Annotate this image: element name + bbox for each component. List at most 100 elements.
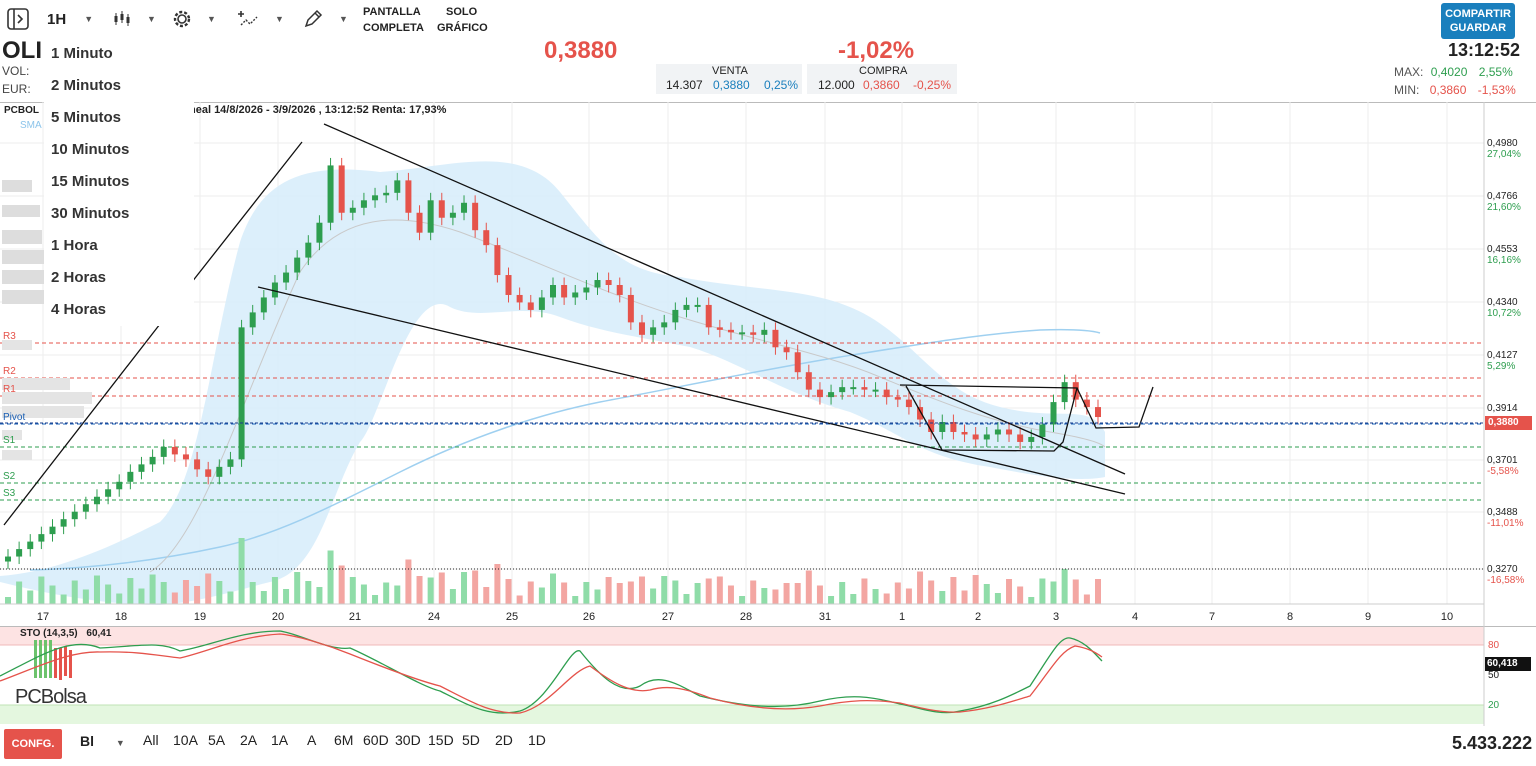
range-button[interactable]: 1A <box>271 732 289 748</box>
x-axis-label: 7 <box>1209 611 1215 623</box>
wedge-upper-line[interactable] <box>323 123 1126 475</box>
settings-dropdown[interactable]: ▼ <box>171 6 216 32</box>
volume-bar <box>917 571 924 604</box>
chart-style-dropdown[interactable]: Bl ▼ <box>80 733 125 749</box>
timeframe-option[interactable]: 1 Minuto <box>51 45 113 62</box>
candle-body <box>672 309 679 323</box>
range-button[interactable]: 6M <box>334 732 354 748</box>
indicators-dropdown[interactable]: ▼ <box>237 6 284 32</box>
range-button[interactable]: 15D <box>428 732 454 748</box>
percent-tick: 21,60% <box>1487 202 1521 213</box>
timeframe-menu: 1 Minuto 2 Minutos 5 Minutos 10 Minutos 15 M… <box>44 38 194 326</box>
stoch-level-20: 20 <box>1488 700 1500 711</box>
wedge-lower-line[interactable] <box>257 286 1126 495</box>
timeframe-option[interactable]: 30 Minutos <box>51 205 130 222</box>
chart-type-dropdown[interactable]: ▼ <box>113 6 156 32</box>
candle-body <box>5 556 11 562</box>
clock: 13:12:52 <box>1448 40 1521 60</box>
volume-bar <box>861 578 868 604</box>
range-button[interactable]: 30D <box>395 732 421 748</box>
volume-bar <box>93 575 100 604</box>
timeframe-option[interactable]: 10 Minutos <box>51 141 130 158</box>
candle-body <box>583 287 590 293</box>
band-mid-line <box>149 219 1106 573</box>
projection-line[interactable] <box>1076 386 1154 429</box>
range-button[interactable]: A <box>307 732 317 748</box>
fullscreen-button[interactable]: PANTALLA COMPLETA <box>363 5 424 35</box>
max-label: MAX: <box>1394 65 1424 79</box>
timeframe-option[interactable]: 5 Minutos <box>51 109 121 126</box>
volume-bar <box>461 572 468 604</box>
candle-body <box>794 352 801 373</box>
volume-bar <box>505 579 512 604</box>
candle-body <box>283 272 290 283</box>
volume-bar <box>794 583 801 604</box>
timeframe-option[interactable]: 15 Minutos <box>51 173 130 190</box>
candle-body <box>861 387 868 390</box>
volume-bar <box>60 594 67 604</box>
timeframe-dropdown[interactable]: 1H ▼ <box>47 6 93 32</box>
pivot-label: R2 <box>3 366 16 377</box>
timeframe-option[interactable]: 4 Horas <box>51 301 107 318</box>
price-tick: 0,3488 <box>1487 507 1518 518</box>
candle-body <box>683 304 690 310</box>
range-button[interactable]: 2A <box>240 732 258 748</box>
candle-body <box>1017 434 1024 442</box>
volume-bar <box>27 590 34 604</box>
volume-bar <box>338 565 345 604</box>
range-button[interactable]: All <box>143 732 159 748</box>
percent-tick: -5,58% <box>1487 466 1519 477</box>
candle-body <box>928 419 935 432</box>
candle-body <box>349 207 356 213</box>
candles-icon <box>114 11 130 26</box>
chart-only-button[interactable]: SOLO GRÁFICO <box>437 5 488 35</box>
trendline-rise-1[interactable] <box>3 323 161 526</box>
volume-bar <box>694 583 701 604</box>
volume-bar <box>283 589 290 604</box>
stochastic-chart[interactable]: 80 50 20 <box>0 626 1536 726</box>
trendline-rise-2[interactable] <box>187 141 303 288</box>
volume-bar <box>305 581 312 604</box>
range-button[interactable]: 5A <box>208 732 226 748</box>
price-chart[interactable]: 17 18 19 20 21 24 25 26 27 28 31 1 2 3 4 7 8 9 10 <box>0 102 1536 626</box>
sell-box: VENTA 14.307 0,3880 0,25% <box>656 64 802 94</box>
candle-body <box>416 212 423 233</box>
candle-body <box>260 297 267 313</box>
volume-bar <box>527 581 534 604</box>
candle-body <box>594 280 601 288</box>
range-button[interactable]: 60D <box>363 732 389 748</box>
candle-body <box>116 481 123 490</box>
range-button[interactable]: 1D <box>528 732 546 748</box>
sidebar-toggle-button[interactable] <box>6 6 30 32</box>
config-button[interactable]: CONFG. <box>4 729 62 759</box>
max-row: MAX: 0,4020 2,55% <box>1394 65 1513 79</box>
candle-body <box>1095 407 1101 418</box>
timeframe-option[interactable]: 2 Horas <box>51 269 107 286</box>
candle-body <box>561 285 568 298</box>
rectangle-pattern[interactable] <box>899 384 1078 452</box>
trend-lines[interactable] <box>3 123 1154 526</box>
candle-body <box>171 446 178 455</box>
volume-bar <box>850 594 857 604</box>
buy-box: COMPRA 12.000 0,3860 -0,25% <box>807 64 957 94</box>
x-axis-label: 1 <box>899 611 905 623</box>
chevron-down-icon: ▼ <box>339 14 348 24</box>
candle-body <box>483 230 490 246</box>
range-button[interactable]: 5D <box>462 732 480 748</box>
share-save-button[interactable]: COMPARTIR GUARDAR <box>1441 3 1515 39</box>
range-button[interactable]: 2D <box>495 732 513 748</box>
volume-bar <box>1039 578 1046 604</box>
stoch-level-80: 80 <box>1488 640 1500 651</box>
volume-bar <box>38 576 45 604</box>
candle-body <box>828 392 835 398</box>
volume-bar <box>438 572 445 604</box>
volume-bar <box>661 576 668 604</box>
chart-only-label-1: SOLO <box>446 6 478 18</box>
drawing-tools-dropdown[interactable]: ▼ <box>303 6 348 32</box>
candle-body <box>850 387 857 390</box>
candle-body <box>305 242 312 258</box>
timeframe-option[interactable]: 1 Hora <box>51 237 98 254</box>
candle-body <box>750 332 757 335</box>
timeframe-option[interactable]: 2 Minutos <box>51 77 121 94</box>
range-button[interactable]: 10A <box>173 732 198 748</box>
